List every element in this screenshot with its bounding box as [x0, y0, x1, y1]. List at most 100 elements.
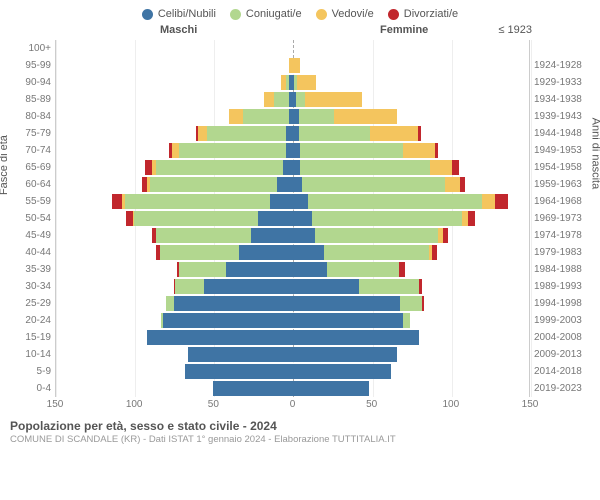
age-label: 15-19: [10, 329, 51, 346]
age-label: 80-84: [10, 108, 51, 125]
x-tick: 150: [522, 399, 539, 410]
male-bar: [56, 177, 293, 192]
bar-segment: [239, 245, 293, 260]
bar-segment: [156, 160, 283, 175]
year-label: 1934-1938: [534, 91, 590, 108]
bar-segment: [166, 296, 174, 311]
pyramid-row: [56, 261, 529, 278]
bar-segment: [274, 92, 290, 107]
bar-segment: [179, 262, 227, 277]
bar-segment: [293, 194, 309, 209]
legend-label: Vedovi/e: [332, 8, 374, 20]
male-bar: [56, 109, 293, 124]
pyramid-row: [56, 346, 529, 363]
age-label: 60-64: [10, 176, 51, 193]
male-bar: [56, 211, 293, 226]
pyramid-row: [56, 380, 529, 397]
pyramid-row: [56, 125, 529, 142]
chart-container: Celibi/Nubili Coniugati/e Vedovi/e Divorzia…: [0, 0, 600, 500]
x-tick: 0: [290, 399, 296, 410]
year-label: 1959-1963: [534, 176, 590, 193]
bar-segment: [293, 177, 303, 192]
female-bar: [293, 143, 530, 158]
year-label: 1954-1958: [534, 159, 590, 176]
bar-segment: [150, 177, 277, 192]
year-label: 1994-1998: [534, 295, 590, 312]
pyramid-row: [56, 108, 529, 125]
bar-segment: [160, 245, 239, 260]
bar-segment: [179, 143, 287, 158]
bar-segment: [293, 262, 328, 277]
age-label: 35-39: [10, 261, 51, 278]
legend-label: Celibi/Nubili: [158, 8, 216, 20]
bar-segment: [399, 262, 405, 277]
bar-segment: [293, 296, 401, 311]
bar-segment: [334, 109, 397, 124]
pyramid-row: [56, 227, 529, 244]
male-bar: [56, 330, 293, 345]
footer-title: Popolazione per età, sesso e stato civil…: [10, 419, 590, 433]
bar-segment: [147, 330, 293, 345]
female-bar: [293, 245, 530, 260]
bar-segment: [452, 160, 458, 175]
bar-segment: [432, 245, 437, 260]
x-tick: 150: [47, 399, 64, 410]
bar-segment: [293, 160, 301, 175]
age-label: 90-94: [10, 74, 51, 91]
legend-item: Celibi/Nubili: [142, 8, 216, 20]
male-bar: [56, 245, 293, 260]
footer: Popolazione per età, sesso e stato civil…: [10, 419, 590, 445]
bar-segment: [188, 347, 293, 362]
bar-segment: [419, 279, 422, 294]
bar-segment: [229, 109, 243, 124]
year-label: 1949-1953: [534, 142, 590, 159]
male-bar: [56, 126, 293, 141]
pyramid-row: [56, 363, 529, 380]
bar-segment: [296, 92, 306, 107]
bar-segment: [293, 313, 404, 328]
legend-swatch: [316, 9, 327, 20]
bar-segment: [300, 160, 430, 175]
female-bar: [293, 262, 530, 277]
female-bar: [293, 228, 530, 243]
female-bar: [293, 126, 530, 141]
year-label: 1944-1948: [534, 125, 590, 142]
footer-sub: COMUNE DI SCANDALE (KR) - Dati ISTAT 1° …: [10, 434, 590, 445]
bar-segment: [293, 58, 301, 73]
bar-segment: [213, 381, 292, 396]
bar-segment: [403, 143, 435, 158]
year-label: 2009-2013: [534, 346, 590, 363]
male-bar: [56, 58, 293, 73]
pyramid-row: [56, 176, 529, 193]
bar-segment: [297, 75, 316, 90]
bar-segment: [495, 194, 508, 209]
bar-segment: [293, 330, 420, 345]
legend-label: Divorziati/e: [404, 8, 458, 20]
bar-segment: [293, 143, 301, 158]
age-label: 85-89: [10, 91, 51, 108]
female-bar: [293, 194, 530, 209]
bar-segment: [264, 92, 274, 107]
female-bar: [293, 381, 530, 396]
age-label: 50-54: [10, 210, 51, 227]
female-bar: [293, 75, 530, 90]
male-bar: [56, 75, 293, 90]
year-label: [534, 40, 590, 57]
year-label: 2004-2008: [534, 329, 590, 346]
age-label: 0-4: [10, 380, 51, 397]
bar-segment: [482, 194, 495, 209]
legend-item: Coniugati/e: [230, 8, 302, 20]
pyramid-row: [56, 57, 529, 74]
legend: Celibi/Nubili Coniugati/e Vedovi/e Divorzia…: [10, 8, 590, 20]
bar-segment: [305, 92, 362, 107]
bar-segment: [156, 228, 251, 243]
bar-segment: [403, 313, 409, 328]
age-label: 5-9: [10, 363, 51, 380]
legend-item: Vedovi/e: [316, 8, 374, 20]
female-bar: [293, 160, 530, 175]
pyramid-row: [56, 295, 529, 312]
bar-segment: [302, 177, 445, 192]
year-label: 2014-2018: [534, 363, 590, 380]
legend-item: Divorziati/e: [388, 8, 458, 20]
year-label: 2019-2023: [534, 380, 590, 397]
